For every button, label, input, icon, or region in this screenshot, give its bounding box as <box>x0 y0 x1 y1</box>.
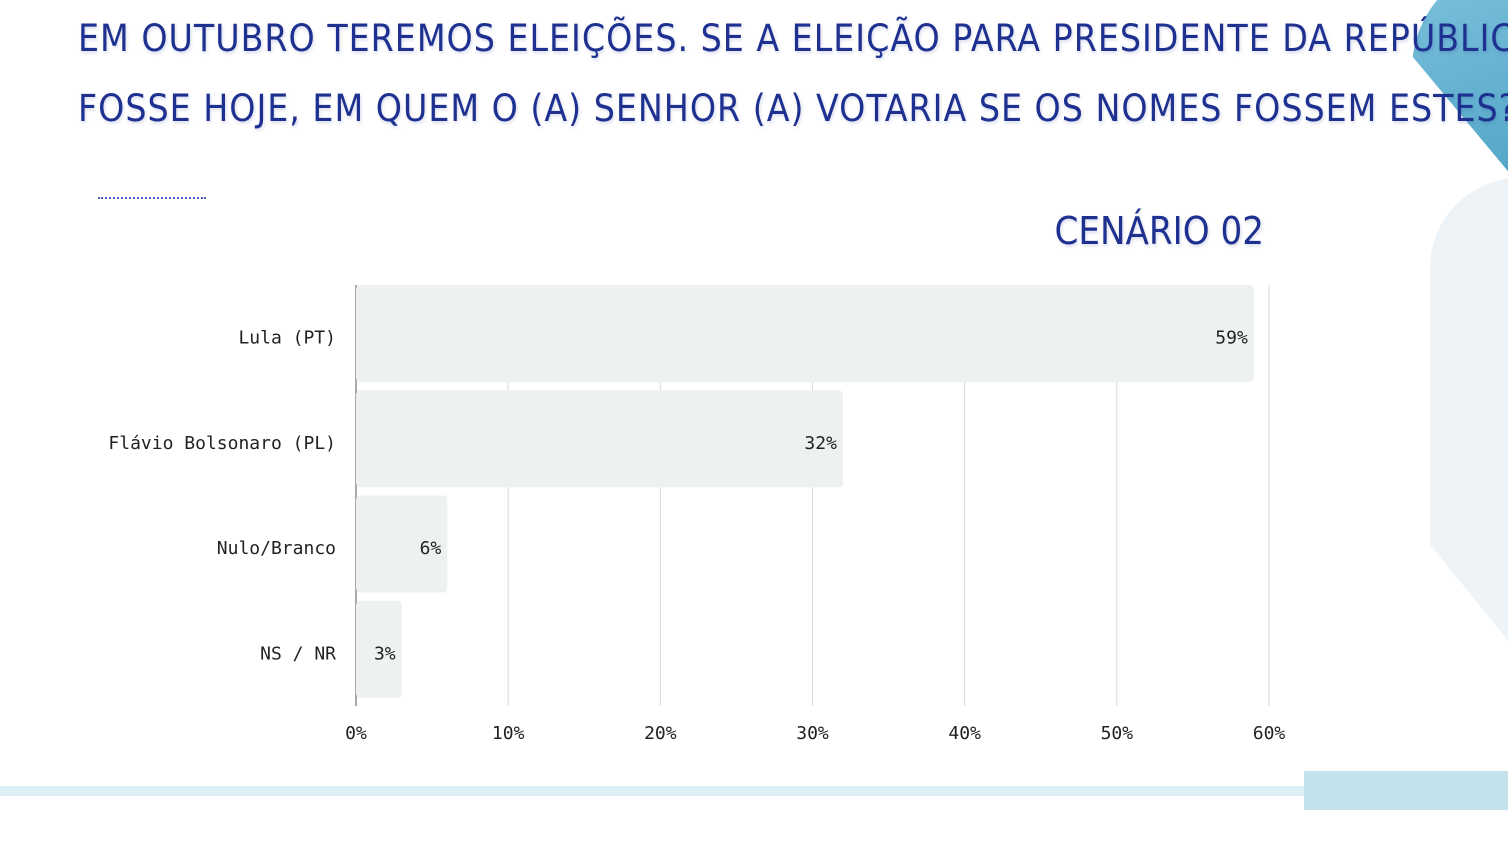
category-label: Lula (PT) <box>238 328 336 349</box>
labels: 0% 10% 20% 30% 40% 50% 60% Lula (PT) 59% Flávio B… <box>108 328 1285 744</box>
data-label: 32% <box>804 433 837 454</box>
footer-band <box>0 786 1430 796</box>
x-tick-label: 10% <box>492 723 525 744</box>
scenario-title: CENÁRIO 02 <box>1054 209 1264 253</box>
data-label: 6% <box>420 538 442 559</box>
footer-block <box>1304 771 1508 810</box>
bar <box>356 600 402 698</box>
x-tick-label: 50% <box>1101 723 1134 744</box>
bars <box>356 285 1254 698</box>
dotted-divider <box>98 197 206 199</box>
x-tick-label: 20% <box>644 723 677 744</box>
bar <box>356 495 448 593</box>
bar <box>356 390 843 488</box>
x-tick-label: 30% <box>796 723 829 744</box>
x-tick-label: 0% <box>345 723 367 744</box>
x-tick-label: 60% <box>1253 723 1286 744</box>
category-label: Nulo/Branco <box>217 538 336 559</box>
data-label: 59% <box>1215 328 1248 349</box>
category-label: NS / NR <box>260 643 336 664</box>
x-tick-label: 40% <box>948 723 981 744</box>
bar <box>356 285 1254 382</box>
category-label: Flávio Bolsonaro (PL) <box>108 433 336 454</box>
data-label: 3% <box>374 643 396 664</box>
